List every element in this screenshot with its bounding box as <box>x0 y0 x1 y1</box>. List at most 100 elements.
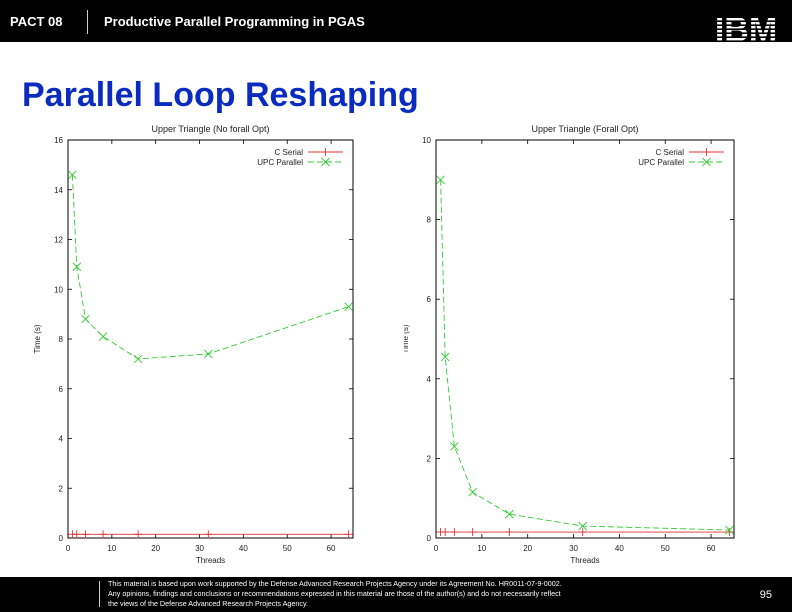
x-tick-label: 40 <box>239 544 248 553</box>
legend-marker <box>702 148 711 156</box>
y-tick-label: 12 <box>54 236 63 245</box>
x-axis-label: Threads <box>570 556 599 564</box>
series-line-1 <box>71 174 349 360</box>
data-point-1 <box>725 525 734 535</box>
marker-stroke <box>578 521 588 531</box>
marker-stroke <box>436 175 445 185</box>
data-point-0 <box>725 528 734 537</box>
y-tick-label: 0 <box>427 534 432 543</box>
y-tick-label: 16 <box>54 136 63 145</box>
data-point-0 <box>72 530 81 539</box>
legend-marker <box>321 157 330 167</box>
x-tick-label: 20 <box>523 544 532 553</box>
y-tick-label: 2 <box>59 484 64 493</box>
footer-bar: This material is based upon work support… <box>0 577 792 612</box>
y-tick-label: 4 <box>427 375 432 384</box>
data-point-1 <box>344 302 353 311</box>
x-tick-label: 10 <box>477 544 486 553</box>
data-point-0 <box>441 528 450 537</box>
legend-label: C Serial <box>656 148 685 157</box>
marker-stroke <box>72 262 82 272</box>
legend-marker <box>321 148 330 156</box>
chart-title: Upper Triangle (Forall Opt) <box>531 124 638 134</box>
chart-forall-opt: Upper Triangle (Forall Opt) 0 2 4 6 8 10 0 10 20 3… <box>404 124 735 564</box>
legend-label: UPC Parallel <box>257 158 303 167</box>
legend-marker <box>702 157 711 167</box>
disclaimer-text: This material is based upon work support… <box>108 579 628 609</box>
data-point-1 <box>81 314 90 324</box>
x-axis-label: Threads <box>196 556 225 564</box>
data-point-0 <box>134 530 143 539</box>
disclaimer-line-2: Any opinions, findings and conclusions o… <box>108 589 561 598</box>
x-tick-label: 10 <box>107 544 116 553</box>
plot-frame <box>435 139 735 539</box>
y-tick-label: 6 <box>59 385 64 394</box>
data-point-0 <box>505 528 514 537</box>
page-number: 95 <box>759 589 772 601</box>
footer-divider <box>99 581 100 607</box>
chart-title: Upper Triangle (No forall Opt) <box>151 124 269 134</box>
legend-label: UPC Parallel <box>638 158 684 167</box>
data-point-1 <box>68 170 77 180</box>
data-point-1 <box>578 521 588 531</box>
x-tick-label: 20 <box>151 544 160 553</box>
x-tick-label: 60 <box>327 544 336 553</box>
series-line-1 <box>440 179 730 531</box>
x-tick-label: 0 <box>66 544 71 553</box>
x-tick-label: 40 <box>615 544 624 553</box>
marker-stroke <box>203 349 213 359</box>
data-point-1 <box>203 349 213 359</box>
marker-stroke <box>725 525 734 535</box>
legend-label: C Serial <box>275 148 304 157</box>
data-point-1 <box>98 332 108 341</box>
header-bar: PACT 08 Productive Parallel Programming … <box>0 0 792 42</box>
data-point-0 <box>578 528 587 537</box>
y-tick-label: 2 <box>427 454 432 463</box>
marker-stroke <box>702 157 711 167</box>
talk-title: Productive Parallel Programming in PGAS <box>104 14 365 29</box>
marker-stroke <box>133 354 143 364</box>
data-point-1 <box>468 487 477 497</box>
x-tick-label: 50 <box>283 544 292 553</box>
y-tick-label: 10 <box>422 136 431 145</box>
ibm-logo: IBM <box>715 11 777 48</box>
plot-frame <box>67 139 354 539</box>
data-point-1 <box>505 509 514 519</box>
y-axis-label: Time (s) <box>404 324 410 353</box>
marker-stroke <box>344 302 353 311</box>
data-point-1 <box>133 354 143 364</box>
data-point-0 <box>81 530 90 539</box>
data-point-1 <box>72 262 82 272</box>
y-tick-label: 8 <box>427 216 432 225</box>
data-point-0 <box>450 528 459 537</box>
header-divider <box>87 10 88 34</box>
x-tick-label: 50 <box>661 544 670 553</box>
y-tick-label: 8 <box>59 335 64 344</box>
marker-stroke <box>321 157 330 167</box>
data-point-0 <box>344 530 353 539</box>
y-tick-label: 4 <box>59 435 64 444</box>
marker-stroke <box>68 170 77 180</box>
disclaimer-line-1: This material is based upon work support… <box>108 579 562 588</box>
marker-stroke <box>505 509 514 519</box>
slide-title: Parallel Loop Reshaping <box>22 76 419 114</box>
logo-wordmark: IBM <box>715 11 777 48</box>
chart-no-forall-opt: Upper Triangle (No forall Opt) 0 2 4 6 8 10 12 1… <box>33 124 354 564</box>
y-tick-label: 0 <box>59 534 64 543</box>
y-tick-label: 14 <box>54 186 63 195</box>
marker-stroke <box>450 442 459 451</box>
y-tick-label: 6 <box>427 295 432 304</box>
y-axis-label: Time (s) <box>33 324 42 353</box>
marker-stroke <box>440 352 450 362</box>
conference-label: PACT 08 <box>10 14 63 29</box>
marker-stroke <box>98 332 108 341</box>
x-tick-label: 60 <box>707 544 716 553</box>
data-point-1 <box>436 175 445 185</box>
data-point-0 <box>204 530 213 539</box>
y-tick-label: 10 <box>54 285 63 294</box>
marker-stroke <box>468 487 477 497</box>
data-point-1 <box>440 352 450 362</box>
marker-stroke <box>81 314 90 324</box>
data-point-0 <box>468 528 477 537</box>
x-tick-label: 0 <box>434 544 439 553</box>
